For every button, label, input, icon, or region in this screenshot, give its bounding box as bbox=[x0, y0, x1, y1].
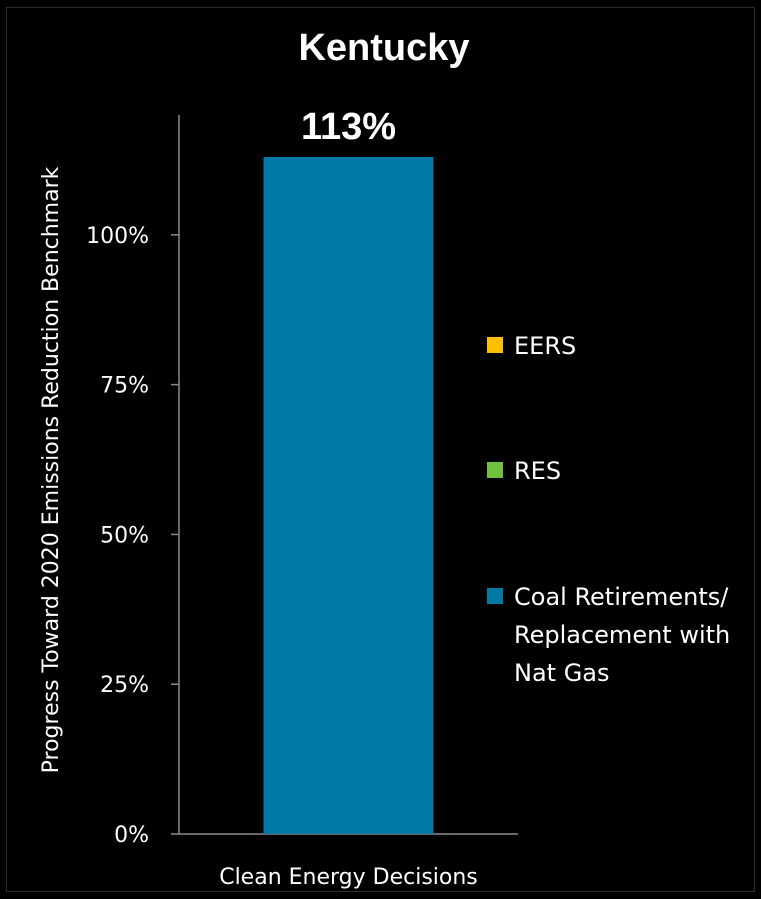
bars bbox=[263, 156, 434, 835]
legend-swatch bbox=[487, 462, 503, 478]
y-tick-label: 75% bbox=[100, 374, 149, 399]
y-ticks: 0% 25% 50% 75% 100% bbox=[86, 224, 179, 848]
legend-label: Coal Retirements/Replacement with Nat Gas bbox=[514, 583, 730, 687]
legend-swatch bbox=[487, 337, 503, 353]
bar-coal-retirements-replacement-with-nat-gas bbox=[263, 156, 434, 835]
bar-total-label: 113% bbox=[301, 106, 396, 148]
legend: EERS RES Coal Retirements/Replacement with… bbox=[487, 332, 730, 687]
y-tick-label: 25% bbox=[100, 673, 149, 698]
y-tick-label: 0% bbox=[114, 823, 149, 848]
legend-label: EERS bbox=[514, 332, 576, 360]
data-labels: 113% bbox=[301, 106, 396, 148]
x-tick-label: Clean Energy Decisions bbox=[219, 865, 478, 890]
y-tick-label: 100% bbox=[86, 224, 149, 249]
legend-label-line: Replacement with bbox=[514, 621, 730, 649]
x-ticks: Clean Energy Decisions bbox=[219, 865, 478, 890]
chart-frame bbox=[6, 7, 755, 892]
legend-label-line: RES bbox=[514, 457, 561, 485]
legend-label: RES bbox=[514, 457, 561, 485]
y-tick-label: 50% bbox=[100, 523, 149, 548]
chart-title: Kentucky bbox=[298, 27, 469, 69]
legend-label-line: Nat Gas bbox=[514, 659, 610, 687]
legend-label-line: EERS bbox=[514, 332, 576, 360]
legend-swatch bbox=[487, 588, 503, 604]
legend-label-line: Coal Retirements/ bbox=[514, 583, 729, 611]
y-axis-label: Progress Toward 2020 Emissions Reduction… bbox=[39, 166, 64, 773]
